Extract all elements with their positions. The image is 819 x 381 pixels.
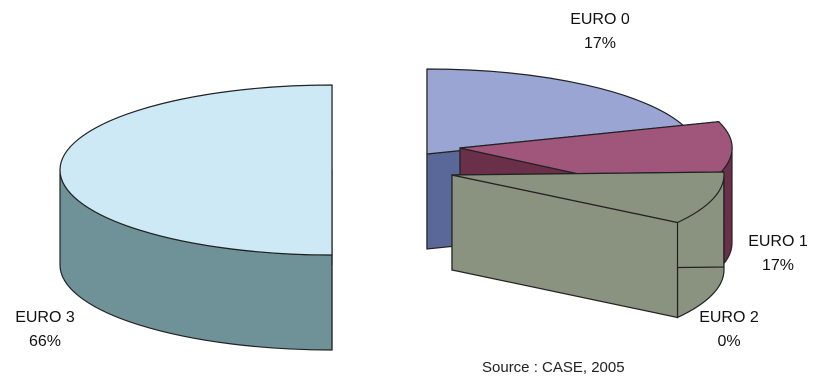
label-euro-1-value: 17% bbox=[761, 257, 795, 274]
source-note: Source : CASE, 2005 bbox=[482, 359, 625, 376]
label-euro-3-value: 66% bbox=[28, 333, 62, 350]
label-euro-3-name: EURO 3 bbox=[15, 309, 75, 326]
label-euro-0-name: EURO 0 bbox=[570, 11, 630, 28]
label-euro-0-value: 17% bbox=[583, 35, 617, 52]
label-euro-0: EURO 0 17% bbox=[565, 8, 635, 56]
label-euro-2-name: EURO 2 bbox=[699, 309, 759, 326]
label-euro-1: EURO 1 17% bbox=[743, 230, 813, 278]
label-euro-1-name: EURO 1 bbox=[748, 233, 808, 250]
slice-top-euro-2 bbox=[451, 171, 725, 224]
label-euro-2: EURO 2 0% bbox=[694, 306, 764, 354]
label-euro-3: EURO 3 66% bbox=[10, 306, 80, 354]
label-euro-2-value: 0% bbox=[717, 333, 741, 350]
slice-top-euro-3 bbox=[59, 84, 333, 256]
